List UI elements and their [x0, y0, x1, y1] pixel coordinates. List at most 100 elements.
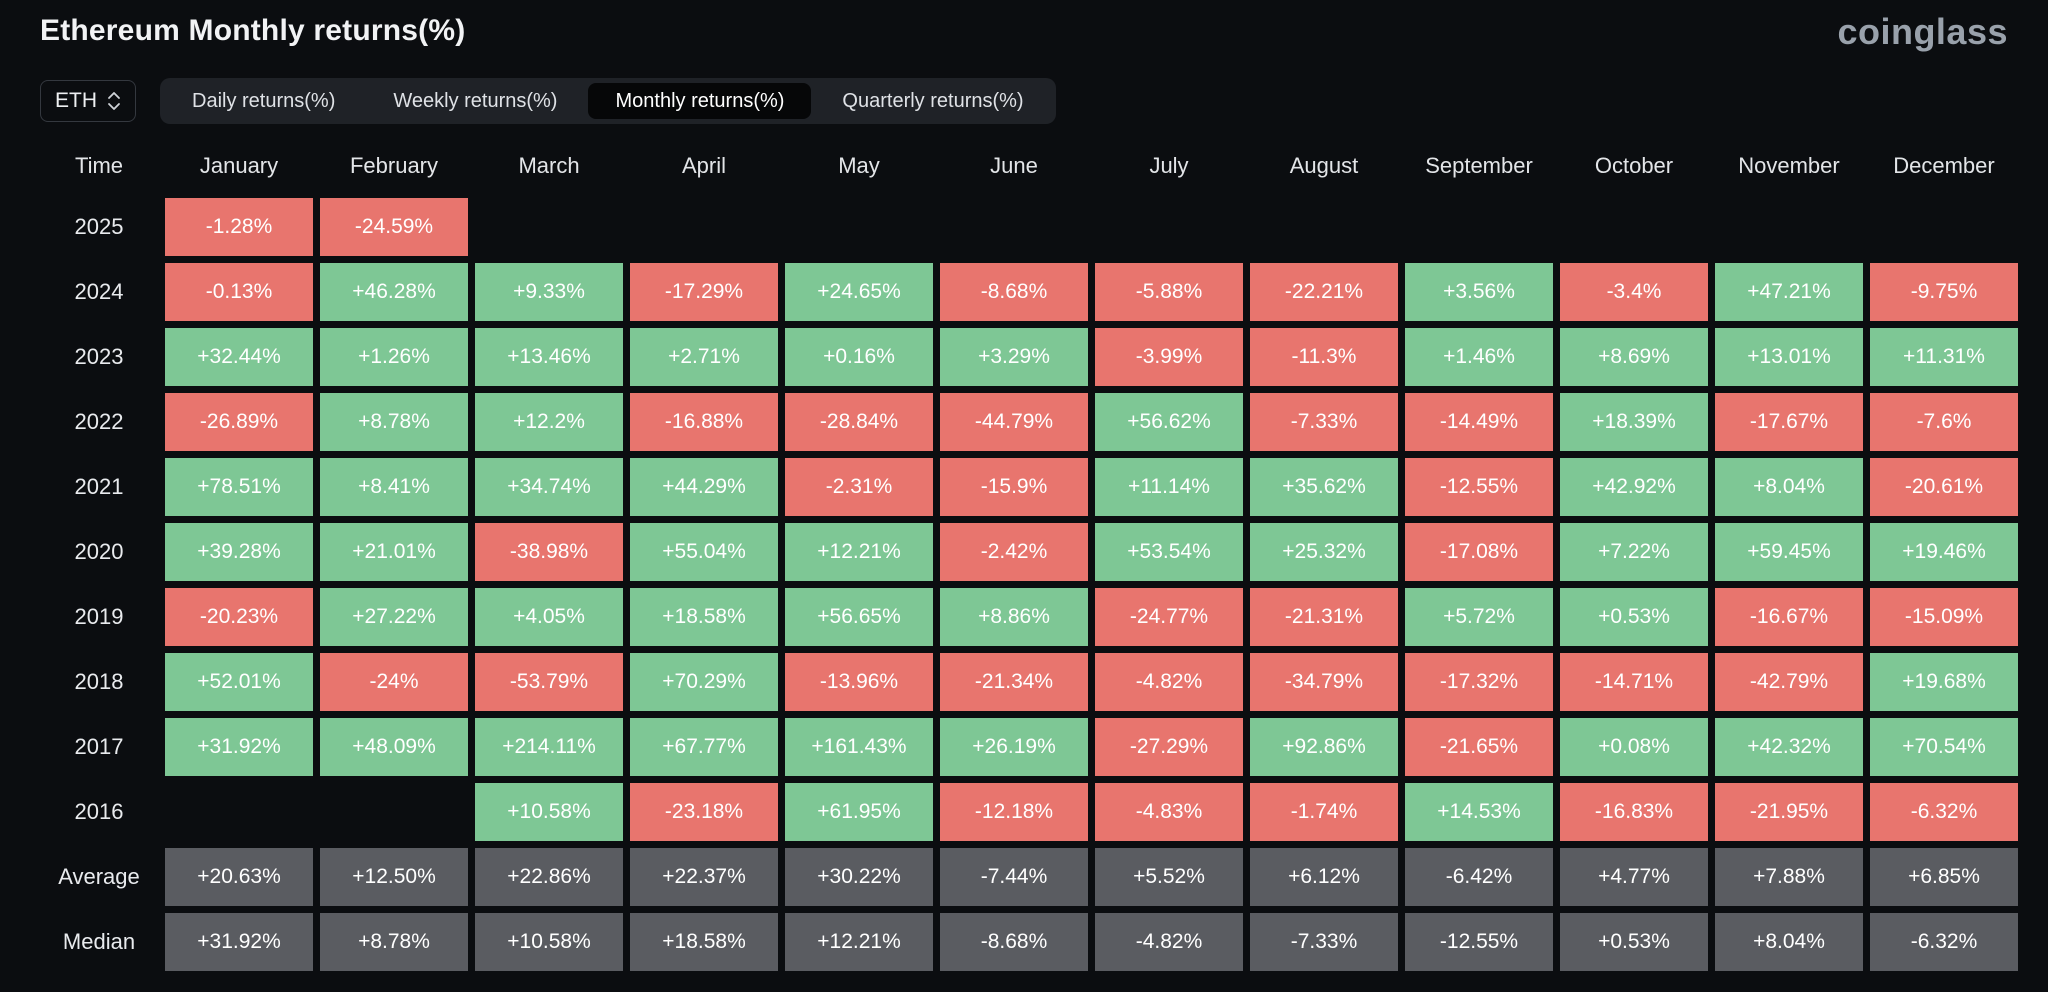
cell-2019-april: +18.58% [630, 588, 778, 646]
cell-2019-june: +8.86% [940, 588, 1088, 646]
cell-2023-june: +3.29% [940, 328, 1088, 386]
cell-2017-october: +0.08% [1560, 718, 1708, 776]
row-label-median: Median [62, 929, 136, 954]
cell-2016-february [320, 783, 468, 841]
cell-median-may: +12.21% [785, 913, 933, 971]
table-row-2018: 2018 +52.01% -24% -53.79% +70.29% -13.96% -21.… [40, 653, 2018, 711]
cell-2024-november: +47.21% [1715, 263, 1863, 321]
cell-average-october: +4.77% [1560, 848, 1708, 906]
cell-2022-august: -7.33% [1250, 393, 1398, 451]
cell-2025-june [940, 198, 1088, 256]
cell-median-january: +31.92% [165, 913, 313, 971]
cell-median-june: -8.68% [940, 913, 1088, 971]
cell-2019-january: -20.23% [165, 588, 313, 646]
cell-2018-december: +19.68% [1870, 653, 2018, 711]
cell-2016-august: -1.74% [1250, 783, 1398, 841]
cell-2025-april [630, 198, 778, 256]
cell-2025-november [1715, 198, 1863, 256]
symbol-select-value: ETH [55, 89, 97, 112]
cell-2024-july: -5.88% [1095, 263, 1243, 321]
tab-daily-returns[interactable]: Daily returns(%) [165, 83, 362, 119]
cell-average-november: +7.88% [1715, 848, 1863, 906]
table-row-2022: 2022 -26.89% +8.78% +12.2% -16.88% -28.84% -44… [40, 393, 2018, 451]
cell-2017-march: +214.11% [475, 718, 623, 776]
cell-median-october: +0.53% [1560, 913, 1708, 971]
row-label-2020: 2020 [74, 539, 124, 564]
cell-2019-february: +27.22% [320, 588, 468, 646]
cell-2020-january: +39.28% [165, 523, 313, 581]
cell-2016-september: +14.53% [1405, 783, 1553, 841]
cell-2021-april: +44.29% [630, 458, 778, 516]
tab-quarterly-returns[interactable]: Quarterly returns(%) [815, 83, 1050, 119]
table-row-2024: 2024 -0.13% +46.28% +9.33% -17.29% +24.65% -8.… [40, 263, 2018, 321]
cell-2021-may: -2.31% [785, 458, 933, 516]
cell-2024-february: +46.28% [320, 263, 468, 321]
cell-2022-may: -28.84% [785, 393, 933, 451]
row-label-2016: 2016 [74, 799, 124, 824]
table-row-2019: 2019 -20.23% +27.22% +4.05% +18.58% +56.65% +8… [40, 588, 2018, 646]
cell-2019-october: +0.53% [1560, 588, 1708, 646]
cell-median-march: +10.58% [475, 913, 623, 971]
cell-median-february: +8.78% [320, 913, 468, 971]
cell-2020-october: +7.22% [1560, 523, 1708, 581]
cell-2022-september: -14.49% [1405, 393, 1553, 451]
cell-2018-july: -4.82% [1095, 653, 1243, 711]
cell-2025-december [1870, 198, 2018, 256]
cell-average-april: +22.37% [630, 848, 778, 906]
table-row-2025: 2025 -1.28% -24.59% [40, 198, 2008, 256]
table-row-2017: 2017 +31.92% +48.09% +214.11% +67.77% +161.43… [40, 718, 2018, 776]
cell-2021-november: +8.04% [1715, 458, 1863, 516]
cell-2018-september: -17.32% [1405, 653, 1553, 711]
cell-2019-december: -15.09% [1870, 588, 2018, 646]
cell-2021-june: -15.9% [940, 458, 1088, 516]
cell-average-june: -7.44% [940, 848, 1088, 906]
updown-chevron-icon [107, 91, 121, 111]
cell-2016-april: -23.18% [630, 783, 778, 841]
table-row-2023: 2023 +32.44% +1.26% +13.46% +2.71% +0.16% +3.2… [40, 328, 2018, 386]
cell-average-july: +5.52% [1095, 848, 1243, 906]
cell-2024-august: -22.21% [1250, 263, 1398, 321]
table-row-median: Median +31.92% +8.78% +10.58% +18.58% +12.21%… [40, 913, 2018, 971]
table-row-2021: 2021 +78.51% +8.41% +34.74% +44.29% -2.31% -15… [40, 458, 2018, 516]
cell-2025-march [475, 198, 623, 256]
cell-average-september: -6.42% [1405, 848, 1553, 906]
cell-average-august: +6.12% [1250, 848, 1398, 906]
cell-2024-january: -0.13% [165, 263, 313, 321]
tab-weekly-returns[interactable]: Weekly returns(%) [366, 83, 584, 119]
cell-2019-may: +56.65% [785, 588, 933, 646]
cell-2017-may: +161.43% [785, 718, 933, 776]
cell-2025-july [1095, 198, 1243, 256]
cell-average-january: +20.63% [165, 848, 313, 906]
cell-2020-december: +19.46% [1870, 523, 2018, 581]
cell-2023-july: -3.99% [1095, 328, 1243, 386]
cell-2022-april: -16.88% [630, 393, 778, 451]
cell-2019-march: +4.05% [475, 588, 623, 646]
cell-2024-june: -8.68% [940, 263, 1088, 321]
cell-2020-march: -38.98% [475, 523, 623, 581]
cell-2016-january [165, 783, 313, 841]
returns-period-tabbar: Daily returns(%) Weekly returns(%) Monthly… [160, 78, 1056, 124]
cell-2024-september: +3.56% [1405, 263, 1553, 321]
cell-2024-may: +24.65% [785, 263, 933, 321]
cell-2017-april: +67.77% [630, 718, 778, 776]
table-header-row: Time January February March April May June July… [40, 148, 2008, 184]
cell-2017-august: +92.86% [1250, 718, 1398, 776]
cell-2019-august: -21.31% [1250, 588, 1398, 646]
page-title: Ethereum Monthly returns(%) [40, 14, 466, 47]
cell-2020-august: +25.32% [1250, 523, 1398, 581]
cell-2018-november: -42.79% [1715, 653, 1863, 711]
cell-median-august: -7.33% [1250, 913, 1398, 971]
cell-2017-november: +42.32% [1715, 718, 1863, 776]
monthly-returns-table: Time January February March April May June July… [40, 148, 2018, 971]
cell-average-february: +12.50% [320, 848, 468, 906]
cell-2022-january: -26.89% [165, 393, 313, 451]
cell-2020-july: +53.54% [1095, 523, 1243, 581]
cell-2025-september [1405, 198, 1553, 256]
column-header-august: August [1289, 153, 1359, 178]
cell-2025-february: -24.59% [320, 198, 468, 256]
cell-2021-december: -20.61% [1870, 458, 2018, 516]
cell-average-december: +6.85% [1870, 848, 2018, 906]
cell-2018-april: +70.29% [630, 653, 778, 711]
tab-monthly-returns[interactable]: Monthly returns(%) [588, 83, 812, 119]
symbol-select[interactable]: ETH [40, 80, 136, 122]
